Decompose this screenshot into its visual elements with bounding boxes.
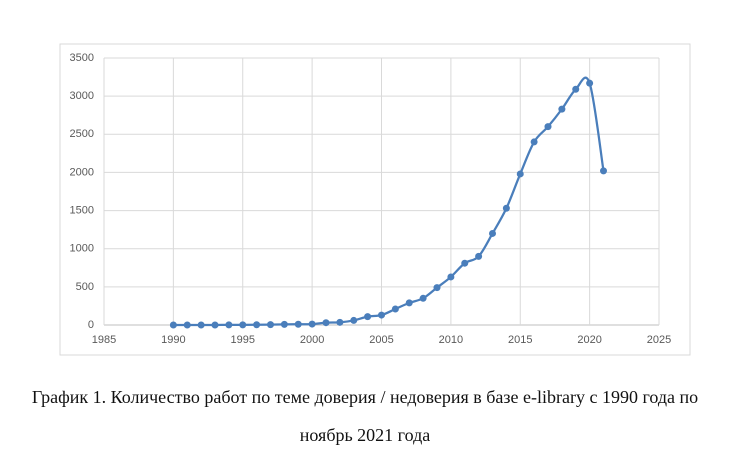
marker xyxy=(322,319,330,327)
marker xyxy=(516,170,524,178)
marker xyxy=(294,320,302,328)
chart-frame xyxy=(59,43,691,356)
marker xyxy=(280,320,288,328)
marker xyxy=(447,273,455,281)
y-tick-label: 1500 xyxy=(70,204,94,216)
y-tick-label: 1000 xyxy=(70,243,94,255)
marker xyxy=(336,318,344,326)
marker xyxy=(197,321,205,329)
x-tick-label: 1985 xyxy=(92,334,116,346)
y-tick-label: 3500 xyxy=(70,52,94,64)
marker xyxy=(461,259,469,267)
x-tick-label: 2005 xyxy=(369,334,393,346)
marker xyxy=(475,252,483,260)
marker xyxy=(544,123,552,131)
marker xyxy=(183,321,191,329)
y-tick-label: 2500 xyxy=(70,128,94,140)
chart: 0 500 1000 1500 2000 2500 3000 3500 1985 1990 1995… xyxy=(59,43,691,356)
marker xyxy=(572,85,580,93)
marker xyxy=(502,204,510,212)
marker xyxy=(253,321,261,329)
marker xyxy=(530,138,538,146)
x-tick-label: 2010 xyxy=(439,334,463,346)
marker xyxy=(600,167,607,175)
y-tick-label: 2000 xyxy=(70,166,94,178)
y-tick-label: 0 xyxy=(88,319,94,331)
marker xyxy=(211,321,219,329)
marker xyxy=(391,305,399,313)
marker xyxy=(433,284,441,292)
x-tick-label: 2015 xyxy=(508,334,532,346)
x-tick-label: 2020 xyxy=(577,334,601,346)
x-tick-label: 2025 xyxy=(647,334,671,346)
marker xyxy=(169,321,177,329)
marker xyxy=(586,79,594,87)
y-tick-label: 500 xyxy=(76,281,94,293)
marker xyxy=(364,313,372,321)
x-tick-label: 2000 xyxy=(300,334,324,346)
marker xyxy=(489,229,496,237)
marker xyxy=(405,299,413,307)
marker xyxy=(350,316,358,324)
x-tick-label: 1995 xyxy=(231,334,255,346)
marker xyxy=(239,321,247,329)
caption: График 1. Количество работ по теме довер… xyxy=(31,387,699,445)
x-tick-label: 1990 xyxy=(161,334,185,346)
marker xyxy=(308,320,316,328)
y-tick-label: 3000 xyxy=(70,90,94,102)
marker xyxy=(225,321,233,329)
marker xyxy=(558,105,566,113)
marker xyxy=(419,294,427,302)
marker xyxy=(378,311,385,319)
marker xyxy=(267,321,274,329)
